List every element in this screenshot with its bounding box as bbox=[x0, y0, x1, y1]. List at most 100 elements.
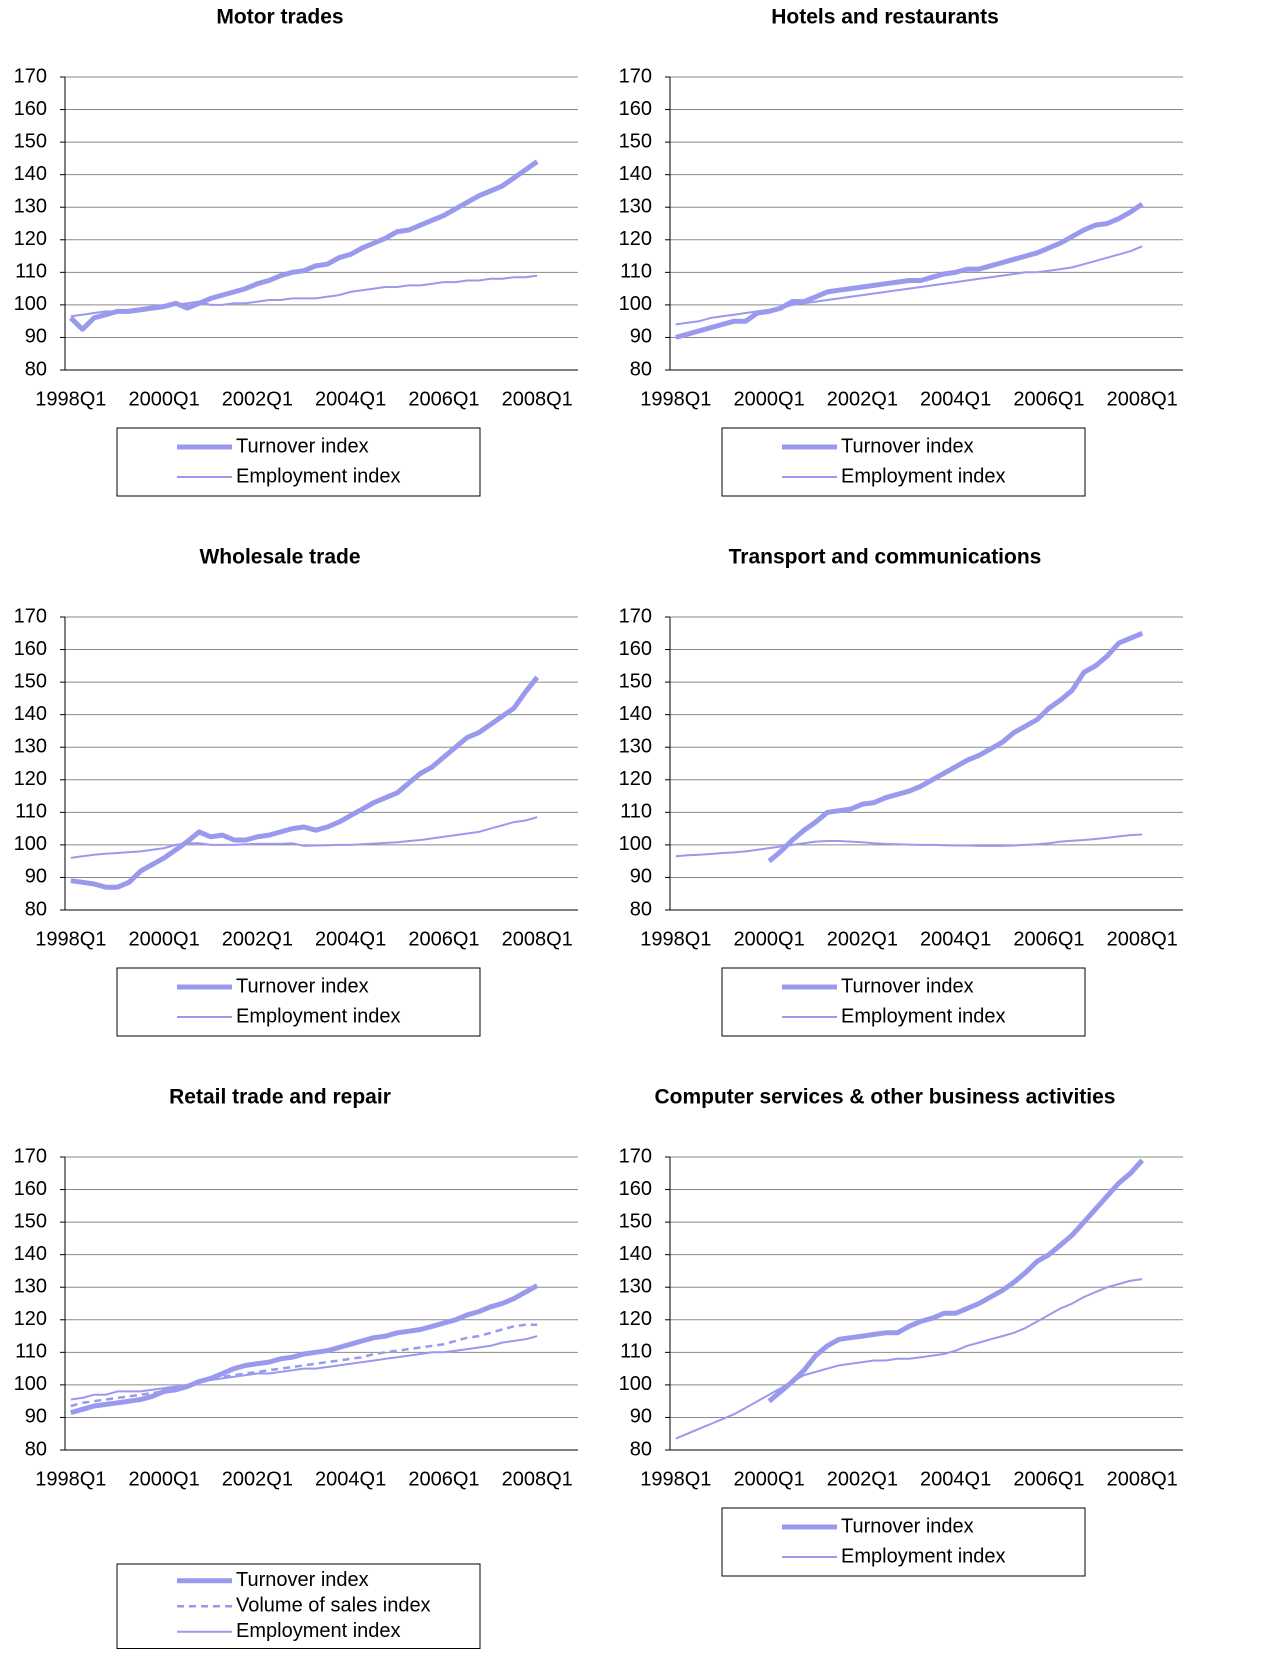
x-tick-label: 1998Q1 bbox=[640, 928, 711, 950]
series-line bbox=[70, 675, 540, 890]
panel: Motor trades 80 90 100 110 120 130 140 150 160 170… bbox=[14, 6, 578, 497]
y-tick-label: 120 bbox=[14, 228, 47, 250]
y-tick-label: 100 bbox=[14, 293, 47, 315]
y-tick-label: 130 bbox=[14, 1276, 47, 1298]
legend-label: Employment index bbox=[841, 1005, 1006, 1027]
x-tick-label: 2008Q1 bbox=[502, 928, 573, 950]
legend-label: Employment index bbox=[236, 1620, 401, 1642]
y-tick-label: 130 bbox=[619, 736, 652, 758]
x-tick-label: 2008Q1 bbox=[502, 1468, 573, 1490]
y-tick-label: 130 bbox=[619, 196, 652, 218]
chart-title: Transport and communications bbox=[729, 546, 1042, 569]
y-tick-label: 150 bbox=[619, 670, 652, 692]
y-tick-label: 80 bbox=[25, 898, 47, 920]
x-tick-label: 2008Q1 bbox=[1107, 388, 1178, 410]
legend-label: Employment index bbox=[236, 1005, 401, 1027]
y-tick-label: 120 bbox=[619, 1308, 652, 1330]
x-tick-label: 2006Q1 bbox=[408, 928, 479, 950]
y-tick-label: 150 bbox=[619, 130, 652, 152]
series-line bbox=[69, 159, 539, 332]
series-line bbox=[70, 1335, 538, 1401]
x-tick-label: 2008Q1 bbox=[1107, 928, 1178, 950]
chart-title: Hotels and restaurants bbox=[771, 6, 999, 29]
y-tick-label: 140 bbox=[14, 163, 47, 185]
y-tick-label: 90 bbox=[630, 1406, 652, 1428]
y-tick-label: 160 bbox=[619, 98, 652, 120]
y-tick-label: 140 bbox=[14, 703, 47, 725]
legend-box bbox=[116, 1563, 481, 1649]
y-tick-label: 90 bbox=[630, 866, 652, 888]
y-tick-label: 170 bbox=[619, 1145, 652, 1167]
x-tick-label: 2006Q1 bbox=[1013, 1468, 1084, 1490]
y-tick-label: 130 bbox=[14, 196, 47, 218]
y-tick-label: 140 bbox=[619, 163, 652, 185]
panel: Retail trade and repair 80 90 100 110 120 130 1… bbox=[14, 1086, 578, 1649]
y-tick-label: 80 bbox=[630, 358, 652, 380]
y-tick-label: 170 bbox=[619, 65, 652, 87]
series-line bbox=[675, 1278, 1143, 1440]
y-tick-label: 100 bbox=[14, 833, 47, 855]
x-tick-label: 2000Q1 bbox=[734, 1468, 805, 1490]
y-tick-label: 120 bbox=[619, 768, 652, 790]
y-tick-label: 160 bbox=[619, 1178, 652, 1200]
y-tick-label: 110 bbox=[15, 801, 47, 823]
series-line bbox=[70, 1323, 538, 1408]
y-tick-label: 170 bbox=[14, 1145, 47, 1167]
x-tick-label: 2000Q1 bbox=[734, 928, 805, 950]
x-tick-label: 1998Q1 bbox=[35, 1468, 106, 1490]
y-tick-label: 110 bbox=[620, 261, 652, 283]
x-tick-label: 2000Q1 bbox=[734, 388, 805, 410]
series-line bbox=[70, 1283, 539, 1416]
y-tick-label: 160 bbox=[14, 1178, 47, 1200]
y-tick-label: 140 bbox=[619, 1243, 652, 1265]
y-tick-label: 110 bbox=[15, 261, 47, 283]
legend-box bbox=[721, 427, 1086, 497]
x-tick-label: 2008Q1 bbox=[1107, 1468, 1178, 1490]
y-tick-label: 80 bbox=[630, 898, 652, 920]
chart-title: Wholesale trade bbox=[199, 546, 360, 569]
x-tick-label: 2002Q1 bbox=[222, 1468, 293, 1490]
panel: Wholesale trade 80 90 100 110 120 130 140 150 160… bbox=[14, 546, 578, 1037]
chart-title: Motor trades bbox=[216, 6, 343, 29]
legend-label: Employment index bbox=[236, 465, 401, 487]
legend-label: Turnover index bbox=[841, 975, 974, 997]
y-tick-label: 80 bbox=[630, 1438, 652, 1460]
x-tick-label: 2002Q1 bbox=[827, 388, 898, 410]
y-tick-label: 170 bbox=[14, 65, 47, 87]
y-tick-label: 140 bbox=[619, 703, 652, 725]
legend-label: Volume of sales index bbox=[236, 1595, 431, 1617]
legend-box bbox=[721, 967, 1086, 1037]
y-tick-label: 80 bbox=[25, 1438, 47, 1460]
x-tick-label: 2000Q1 bbox=[129, 1468, 200, 1490]
x-tick-label: 2006Q1 bbox=[408, 388, 479, 410]
legend-label: Turnover index bbox=[236, 975, 369, 997]
series-line bbox=[70, 816, 538, 859]
x-tick-label: 2002Q1 bbox=[222, 928, 293, 950]
legend-label: Turnover index bbox=[841, 435, 974, 457]
y-tick-label: 150 bbox=[14, 670, 47, 692]
x-tick-label: 2002Q1 bbox=[222, 388, 293, 410]
panel: Transport and communications 80 90 100 110 12… bbox=[619, 546, 1183, 1037]
y-tick-label: 100 bbox=[14, 1373, 47, 1395]
x-tick-label: 2002Q1 bbox=[827, 928, 898, 950]
legend-box bbox=[721, 1507, 1086, 1577]
y-tick-label: 160 bbox=[14, 638, 47, 660]
x-tick-label: 2000Q1 bbox=[129, 928, 200, 950]
y-tick-label: 150 bbox=[14, 130, 47, 152]
y-tick-label: 160 bbox=[619, 638, 652, 660]
chart-title: Retail trade and repair bbox=[169, 1086, 391, 1109]
x-tick-label: 1998Q1 bbox=[35, 388, 106, 410]
y-tick-label: 100 bbox=[619, 293, 652, 315]
series-line bbox=[675, 245, 1143, 326]
y-tick-label: 90 bbox=[25, 326, 47, 348]
y-tick-label: 120 bbox=[14, 768, 47, 790]
x-tick-label: 2006Q1 bbox=[408, 1468, 479, 1490]
y-tick-label: 130 bbox=[14, 736, 47, 758]
legend-box bbox=[116, 427, 481, 497]
y-tick-label: 110 bbox=[15, 1341, 47, 1363]
chart-title: Computer services & other business activ… bbox=[654, 1086, 1115, 1109]
y-tick-label: 130 bbox=[619, 1276, 652, 1298]
y-tick-label: 160 bbox=[14, 98, 47, 120]
